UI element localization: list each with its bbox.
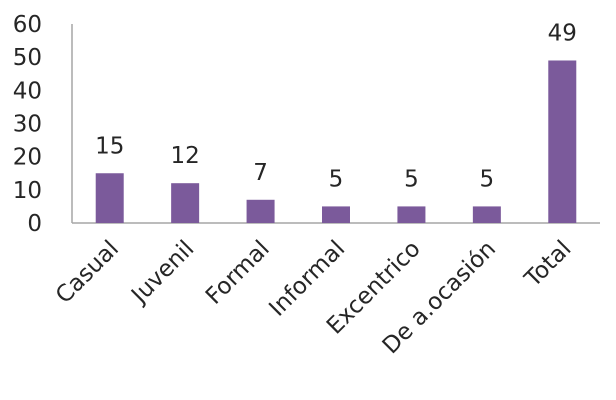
category-label: Casual bbox=[51, 236, 124, 309]
x-axis-category-labels: Casual Juvenil FormalInformalExcentricoDe … bbox=[51, 236, 577, 359]
data-label: 49 bbox=[548, 20, 577, 46]
y-tick-label: 40 bbox=[13, 78, 42, 104]
y-tick-label: 10 bbox=[13, 178, 42, 204]
bar-de-a-ocasi-n bbox=[473, 206, 501, 223]
data-label: 5 bbox=[404, 166, 419, 192]
bars bbox=[96, 60, 577, 223]
data-label: 12 bbox=[171, 143, 200, 169]
bar-formal bbox=[247, 200, 275, 223]
data-label: 15 bbox=[95, 133, 124, 159]
category-label: Formal bbox=[201, 236, 275, 310]
bar-total bbox=[548, 60, 576, 223]
y-tick-label: 0 bbox=[27, 211, 42, 237]
data-label: 5 bbox=[480, 166, 495, 192]
bar-juvenil bbox=[171, 183, 199, 223]
y-tick-label: 50 bbox=[13, 45, 42, 71]
data-labels: 15 12 7 5 5 5 49 bbox=[95, 20, 577, 192]
category-label: Total bbox=[519, 236, 576, 293]
data-label: 5 bbox=[329, 166, 344, 192]
bar-informal bbox=[322, 206, 350, 223]
category-label: Juvenil bbox=[126, 236, 200, 310]
y-tick-label: 30 bbox=[13, 112, 42, 138]
y-tick-label: 20 bbox=[13, 145, 42, 171]
data-label: 7 bbox=[253, 160, 268, 186]
y-tick-label: 60 bbox=[13, 12, 42, 38]
bar-excentrico bbox=[397, 206, 425, 223]
bar-casual bbox=[96, 173, 124, 223]
y-axis-tick-labels: 0 10 20 30 40 50 60 bbox=[13, 12, 42, 237]
axes bbox=[72, 24, 600, 223]
